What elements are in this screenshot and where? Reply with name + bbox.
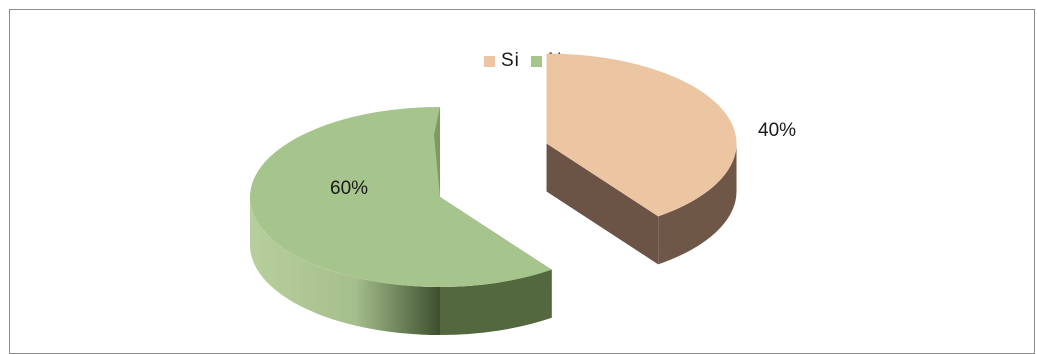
legend-label-si: Si xyxy=(501,50,520,71)
pie-side-si-cut-end xyxy=(546,143,659,265)
data-label-si: 40% xyxy=(758,120,796,141)
pie-side-no-outer-right xyxy=(440,269,552,335)
data-label-no: 60% xyxy=(330,178,368,199)
legend-item-si: Si xyxy=(484,50,520,72)
legend-swatch-no xyxy=(530,55,542,67)
pie-slice-no xyxy=(249,106,552,287)
pie-slice-si xyxy=(546,53,737,217)
pie-slice-no-edge xyxy=(434,107,440,197)
pie-side-no-outer xyxy=(250,197,440,335)
pie-side-si-outer xyxy=(658,143,737,265)
legend-swatch-si xyxy=(484,55,495,67)
